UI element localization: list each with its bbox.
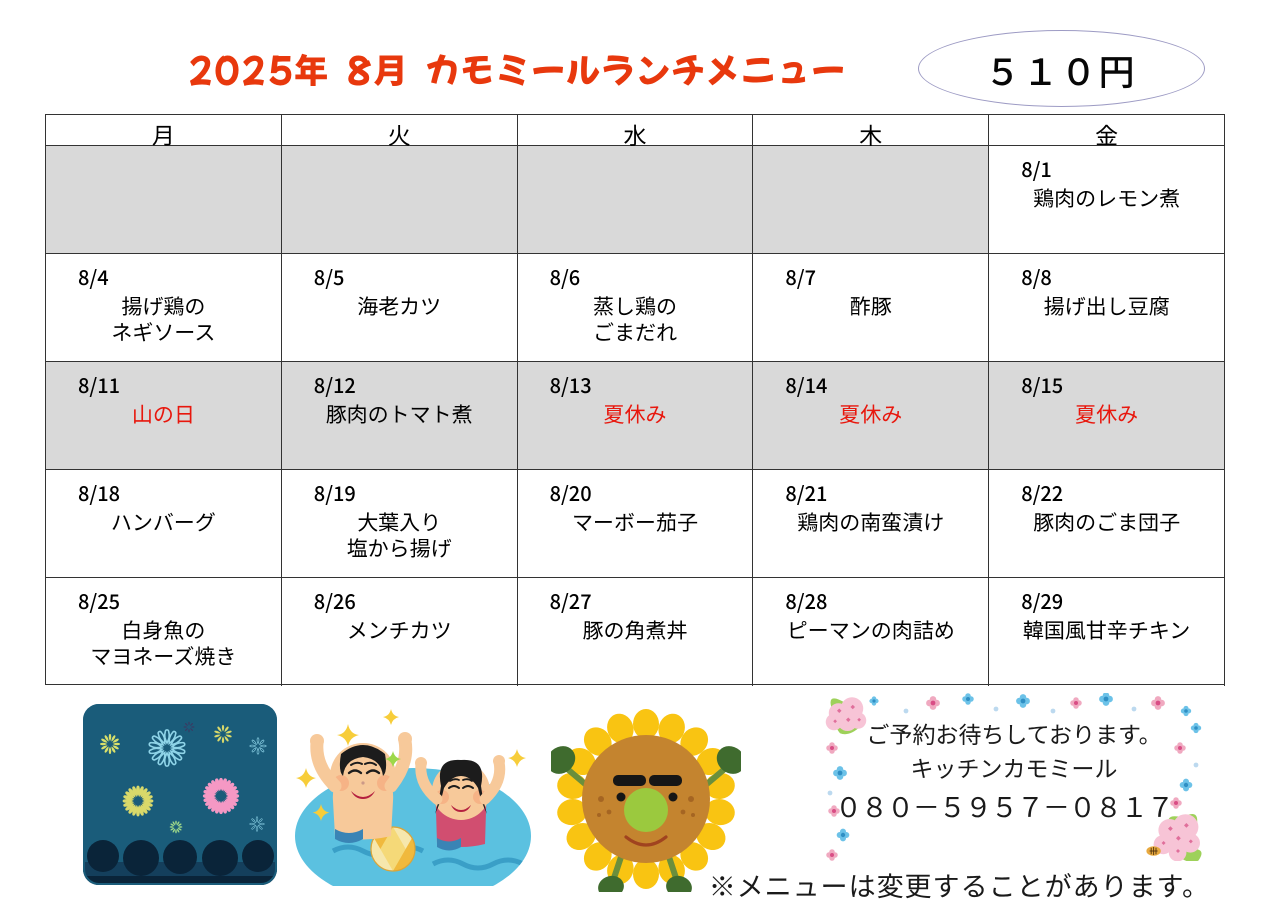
svg-text:キッチンカモミール: キッチンカモミール [911,750,1118,784]
svg-text:ご予約お待ちしております。: ご予約お待ちしております。 [866,716,1161,750]
svg-text:０８０－５９５７－０８１７: ０８０－５９５７－０８１７ [835,786,1173,825]
